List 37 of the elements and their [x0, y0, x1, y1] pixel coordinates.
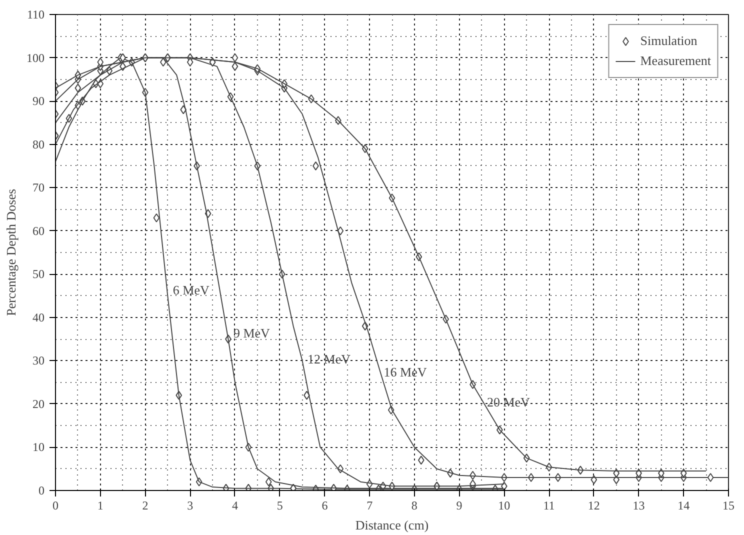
y-tick-label: 90 [32, 94, 44, 108]
y-axis-title: Percentage Depth Doses [4, 188, 18, 316]
x-tick-label: 15 [722, 498, 734, 512]
x-tick-label: 0 [52, 498, 58, 512]
x-tick-label: 12 [588, 498, 600, 512]
y-tick-label: 110 [26, 8, 45, 22]
annotation: 12 MeV [308, 352, 352, 367]
y-tick-label: 100 [26, 50, 44, 65]
y-tick-label: 0 [38, 484, 44, 498]
y-tick-label: 20 [32, 396, 44, 411]
y-tick-label: 80 [32, 137, 44, 152]
annotation: 6 MeV [172, 282, 210, 298]
x-tick-label: 5 [276, 498, 283, 512]
x-tick-label: 2 [142, 498, 148, 512]
x-tick-label: 10 [498, 498, 510, 512]
x-tick-label: 13 [632, 498, 645, 512]
x-tick-label: 4 [232, 498, 238, 512]
y-tick-label: 10 [32, 440, 44, 454]
x-tick-label: 3 [187, 498, 194, 512]
x-tick-label: 8 [411, 498, 418, 512]
y-tick-label: 30 [32, 354, 44, 368]
annotation: 9 MeV [233, 326, 271, 341]
annotation: 16 MeV [384, 364, 428, 380]
x-tick-label: 9 [456, 498, 462, 512]
x-tick-label: 14 [678, 498, 690, 512]
legend-label: Simulation [640, 33, 698, 49]
legend-label: Measurement [640, 53, 711, 69]
annotation: 20 MeV [486, 394, 531, 410]
x-tick-label: 11 [543, 498, 555, 512]
y-tick-label: 70 [32, 180, 44, 195]
y-tick-label: 50 [32, 267, 44, 282]
y-tick-label: 60 [32, 224, 44, 238]
x-axis-title: Distance (cm) [355, 518, 429, 532]
y-tick-label: 40 [32, 310, 44, 324]
x-tick-label: 1 [97, 498, 104, 512]
x-tick-label: 6 [322, 498, 328, 512]
x-tick-label: 7 [366, 498, 373, 512]
